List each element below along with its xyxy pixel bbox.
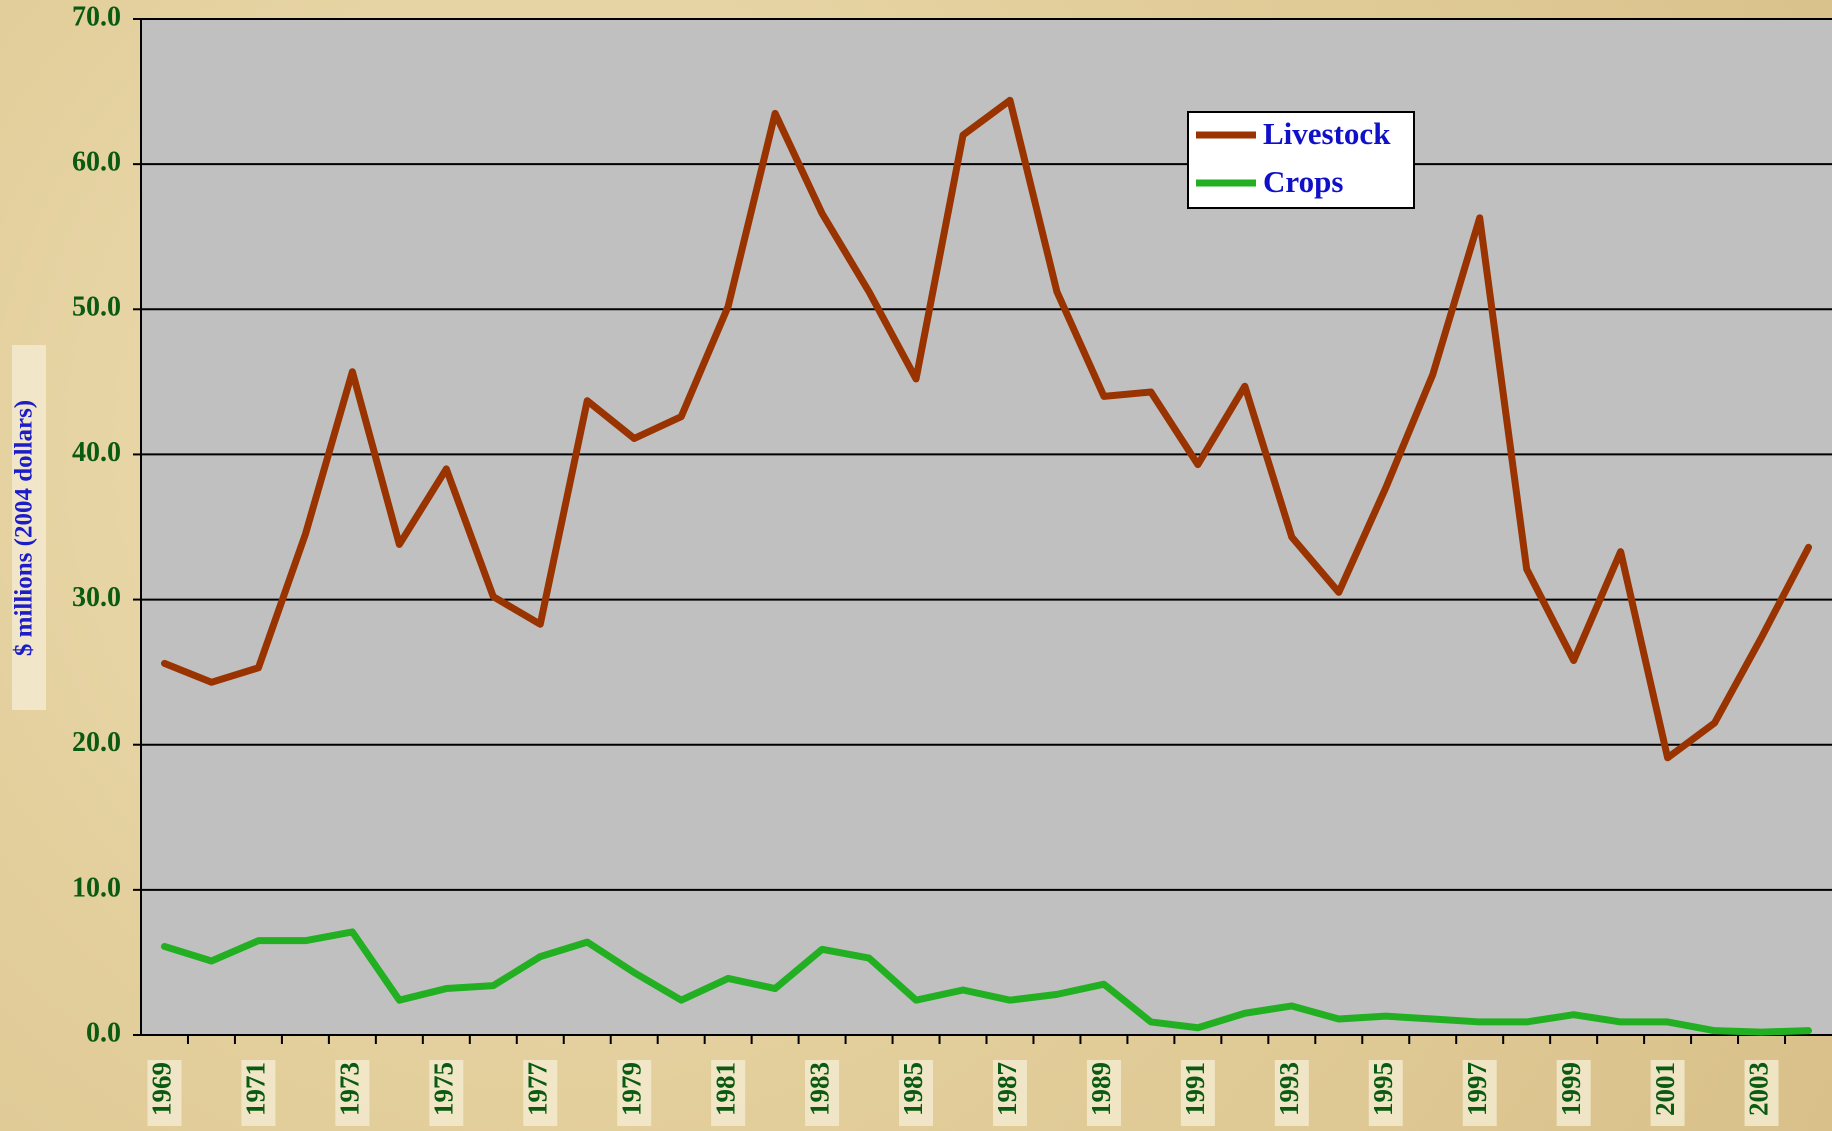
x-tick-label: 1991 xyxy=(1180,1062,1210,1116)
x-tick-label: 2003 xyxy=(1744,1062,1774,1116)
legend-label: Crops xyxy=(1263,164,1343,199)
x-label-background xyxy=(1086,1060,1121,1126)
x-tick-label: 1973 xyxy=(335,1062,365,1116)
x-label-background xyxy=(147,1060,182,1126)
x-label-background xyxy=(523,1060,558,1126)
x-tick-marks xyxy=(186,1035,1787,1044)
y-tick-label: 40.0 xyxy=(72,437,121,468)
x-tick-label: 1993 xyxy=(1274,1062,1304,1116)
y-tick-label: 30.0 xyxy=(72,582,121,613)
x-label-background xyxy=(1744,1060,1779,1126)
x-label-background xyxy=(241,1060,276,1126)
series-line xyxy=(160,96,1813,762)
x-label-background xyxy=(1180,1060,1215,1126)
legend-box xyxy=(1187,111,1415,209)
x-label-background xyxy=(335,1060,370,1126)
x-label-background xyxy=(617,1060,652,1126)
x-label-background xyxy=(1274,1060,1309,1126)
y-tick-label: 20.0 xyxy=(72,727,121,758)
x-tick-label: 1969 xyxy=(147,1062,177,1116)
x-label-background xyxy=(992,1060,1027,1126)
x-tick-label: 1977 xyxy=(522,1062,552,1116)
x-tick-label: 1985 xyxy=(898,1062,928,1116)
y-label-background xyxy=(12,345,46,710)
x-tick-label: 1981 xyxy=(710,1062,740,1116)
y-tick-label: 0.0 xyxy=(86,1017,121,1048)
x-label-background xyxy=(1462,1060,1497,1126)
x-tick-label: 1983 xyxy=(804,1062,834,1116)
y-tick-label: 10.0 xyxy=(72,872,121,903)
series-line xyxy=(160,928,1813,1036)
legend-label: Livestock xyxy=(1263,116,1391,151)
x-tick-label: 1997 xyxy=(1462,1062,1492,1116)
x-tick-label: 1999 xyxy=(1556,1062,1586,1116)
x-label-background xyxy=(1556,1060,1591,1126)
x-tick-label: 1979 xyxy=(616,1062,646,1116)
y-tick-label: 70.0 xyxy=(72,1,121,32)
y-axis-label: $ millions (2004 dollars) xyxy=(11,400,38,656)
x-tick-label: 1995 xyxy=(1368,1062,1398,1116)
x-label-background xyxy=(711,1060,746,1126)
x-tick-label: 1971 xyxy=(241,1062,271,1116)
x-label-background xyxy=(429,1060,464,1126)
x-tick-label: 1989 xyxy=(1086,1062,1116,1116)
plot-area xyxy=(141,19,1832,1035)
y-tick-label: 60.0 xyxy=(72,147,121,178)
x-tick-label: 1975 xyxy=(429,1062,459,1116)
x-tick-label: 1987 xyxy=(992,1062,1022,1116)
x-tick-label: 2001 xyxy=(1650,1062,1680,1116)
x-label-background xyxy=(1368,1060,1403,1126)
x-label-background xyxy=(899,1060,934,1126)
x-label-background xyxy=(805,1060,840,1126)
x-label-background xyxy=(1650,1060,1685,1126)
y-tick-label: 50.0 xyxy=(72,292,121,323)
